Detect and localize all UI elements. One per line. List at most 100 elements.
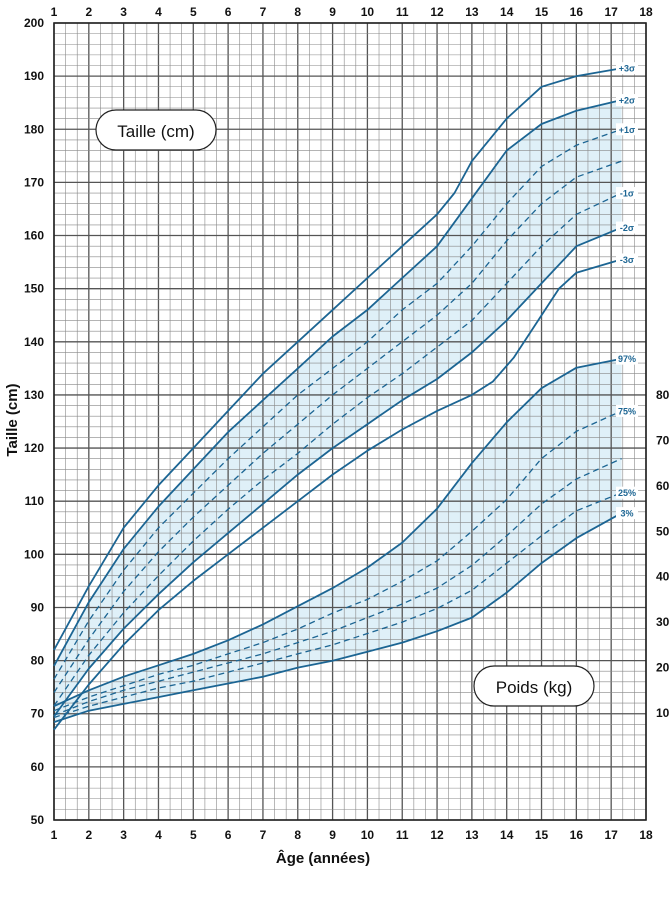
x-tick-label-top: 9 [329, 5, 336, 19]
height-tick-label: 60 [31, 760, 45, 774]
x-tick-label-bottom: 15 [535, 828, 549, 842]
height-tick-label: 140 [24, 335, 44, 349]
height-label-bg [616, 94, 638, 107]
x-tick-label-bottom: 11 [396, 828, 409, 842]
panel-label-weight: Poids (kg) [473, 665, 595, 707]
weight-curve-label: 97% [618, 354, 636, 364]
weight-tick-label: 30 [656, 615, 670, 629]
x-tick-label-top: 18 [639, 5, 653, 19]
x-tick-label-top: 13 [465, 5, 479, 19]
x-tick-label-bottom: 10 [361, 828, 375, 842]
weight-tick-label: 50 [656, 524, 670, 538]
height-label-bg [616, 253, 638, 266]
height-label-bg [616, 62, 638, 75]
x-tick-label-top: 3 [120, 5, 127, 19]
panel-label-height-text: Taille (cm) [117, 122, 194, 141]
height-tick-label: 110 [25, 494, 45, 508]
height-curve-4 [53, 192, 622, 707]
x-tick-label-bottom: 7 [260, 828, 267, 842]
weight-tick-label: 80 [656, 388, 670, 402]
weight-curve-label: 3% [620, 509, 633, 519]
x-tick-label-top: 10 [361, 5, 375, 19]
weight-tick-label: 10 [656, 706, 670, 720]
x-tick-label-top: 15 [535, 5, 549, 19]
x-tick-label-bottom: 14 [500, 828, 514, 842]
x-tick-label-bottom: 5 [190, 828, 197, 842]
weight-curve-0 [53, 357, 622, 708]
weight-curve-label: 75% [618, 406, 636, 416]
weight-label-bg [616, 404, 638, 417]
plot-frame [53, 22, 647, 821]
height-curve-5 [53, 226, 622, 717]
weight-curve-1 [53, 410, 622, 712]
height-tick-label: 70 [31, 707, 45, 721]
height-tick-label: 100 [24, 547, 44, 561]
height-curve-label: +3σ [619, 64, 635, 74]
height-curve-label: +2σ [619, 96, 635, 106]
height-label-bg [616, 221, 638, 234]
x-tick-label-bottom: 3 [120, 828, 127, 842]
height-curve-6 [53, 258, 622, 731]
height-tick-label: 130 [24, 388, 44, 402]
height-curve-label: +1σ [619, 125, 635, 135]
x-tick-label-top: 12 [430, 5, 444, 19]
height-curve-3 [53, 160, 622, 693]
height-curve-label: -2σ [620, 223, 634, 233]
curve-labels: +3σ +2σ +1σ -1σ -2σ -3σ 97% 75% 25% 3% [616, 62, 638, 520]
weight-label-bg [616, 507, 638, 520]
height-tick-label: 50 [31, 813, 45, 827]
tick-labels: 1122334455667788991010111112121313141415… [24, 5, 670, 842]
x-tick-label-bottom: 16 [570, 828, 584, 842]
x-tick-label-top: 6 [225, 5, 232, 19]
x-axis-label: Âge (années) [276, 849, 370, 867]
height-band [54, 100, 622, 717]
weight-tick-label: 60 [656, 479, 670, 493]
x-tick-label-top: 11 [396, 5, 409, 19]
panel-label-height: Taille (cm) [95, 109, 217, 151]
x-tick-label-bottom: 1 [51, 828, 58, 842]
height-tick-label: 150 [24, 282, 44, 296]
x-tick-label-bottom: 9 [329, 828, 336, 842]
x-tick-label-bottom: 17 [604, 828, 618, 842]
panel-label-weight-text: Poids (kg) [496, 678, 573, 697]
height-tick-label: 190 [24, 69, 44, 83]
height-tick-label: 80 [31, 654, 45, 668]
weight-tick-label: 70 [656, 433, 670, 447]
y-axis-label: Taille (cm) [4, 383, 21, 456]
weight-tick-label: 40 [656, 570, 670, 584]
x-tick-label-bottom: 4 [155, 828, 162, 842]
x-tick-label-top: 7 [260, 5, 267, 19]
x-tick-label-bottom: 8 [294, 828, 301, 842]
weight-curve-2 [53, 458, 622, 716]
height-tick-label: 160 [24, 229, 44, 243]
x-tick-label-bottom: 6 [225, 828, 232, 842]
weight-curve-label: 25% [618, 488, 636, 498]
x-tick-label-bottom: 2 [85, 828, 92, 842]
weight-curve-4 [53, 512, 623, 723]
height-tick-label: 90 [31, 600, 45, 614]
height-tick-label: 170 [24, 175, 44, 189]
weight-label-bg [616, 352, 638, 365]
x-tick-label-top: 8 [294, 5, 301, 19]
height-label-bg [616, 187, 638, 200]
x-tick-label-top: 14 [500, 5, 514, 19]
height-tick-label: 120 [24, 441, 44, 455]
height-curve-0 [53, 67, 622, 651]
panel-label-weight-box [473, 665, 595, 707]
x-tick-label-top: 17 [604, 5, 618, 19]
panel-label-height-box [95, 109, 217, 151]
x-tick-label-top: 5 [190, 5, 197, 19]
height-tick-label: 180 [24, 122, 44, 136]
x-tick-label-bottom: 12 [430, 828, 444, 842]
x-tick-label-top: 2 [85, 5, 92, 19]
x-tick-label-top: 1 [51, 5, 58, 19]
weight-label-bg [616, 486, 638, 499]
height-curve-label: -3σ [620, 255, 634, 265]
x-tick-label-bottom: 18 [639, 828, 653, 842]
height-curve-label: -1σ [620, 189, 634, 199]
height-curve-1 [53, 99, 622, 667]
weight-tick-label: 20 [656, 661, 670, 675]
height-curve-2 [53, 128, 622, 680]
height-tick-label: 200 [24, 16, 44, 30]
